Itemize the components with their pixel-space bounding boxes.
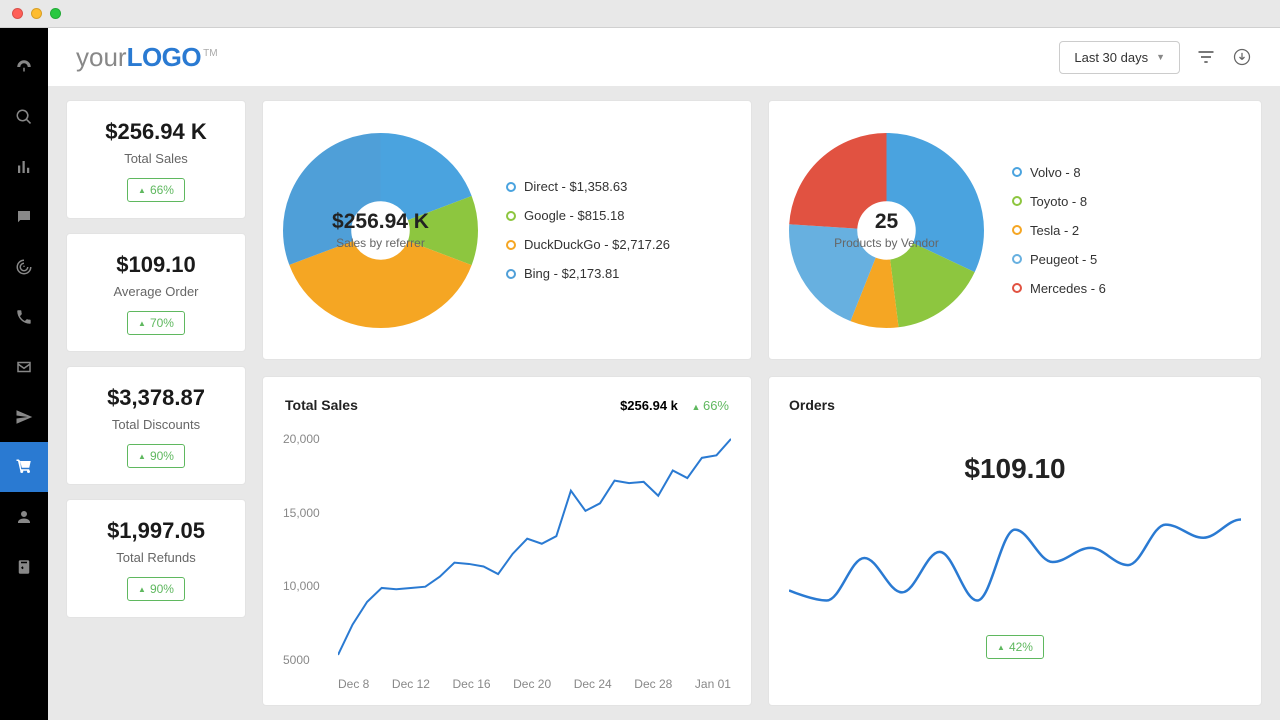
date-range-label: Last 30 days [1074,50,1148,65]
orders-title: Orders [789,397,1241,413]
sidebar-item-users[interactable] [0,492,48,542]
sidebar-item-dashboard[interactable] [0,42,48,92]
legend-item: Bing - $2,173.81 [506,266,670,281]
total-sales-chart-card: Total Sales $256.94 k 66% 20,00015,00010… [262,376,752,706]
window-titlebar [0,0,1280,28]
chevron-down-icon: ▼ [1156,52,1165,62]
sidebar [0,28,48,720]
kpi-value: $1,997.05 [77,518,235,544]
sidebar-item-mail[interactable] [0,342,48,392]
sidebar-item-analytics[interactable] [0,142,48,192]
referrer-legend: Direct - $1,358.63 Google - $815.18 DuckDu… [506,179,670,281]
kpi-card: $1,997.05 Total Refunds 90% [66,499,246,618]
sidebar-item-send[interactable] [0,392,48,442]
logo: yourLOGOTM [76,42,218,73]
vendor-legend: Volvo - 8 Toyoto - 8 Tesla - 2 Peugeot - 5 M… [1012,165,1106,296]
line-chart-xaxis: Dec 8Dec 12Dec 16Dec 20Dec 24Dec 28Jan 0… [338,677,731,691]
kpi-card: $256.94 K Total Sales 66% [66,100,246,219]
orders-change-badge: 42% [986,635,1044,659]
legend-item: Tesla - 2 [1012,223,1106,238]
sidebar-item-target[interactable] [0,242,48,292]
kpi-value: $109.10 [77,252,235,278]
kpi-column: $256.94 K Total Sales 66% $109.10 Average… [66,100,246,706]
vendor-center-label: Products by Vendor [834,236,939,250]
kpi-change-badge: 66% [127,178,185,202]
sidebar-item-calls[interactable] [0,292,48,342]
vendor-center-value: 25 [875,210,898,234]
kpi-card: $109.10 Average Order 70% [66,233,246,352]
kpi-card: $3,378.87 Total Discounts 90% [66,366,246,485]
legend-item: Google - $815.18 [506,208,670,223]
date-range-dropdown[interactable]: Last 30 days ▼ [1059,41,1180,74]
kpi-label: Total Discounts [77,417,235,432]
line-chart-title: Total Sales [285,397,358,413]
legend-item: Peugeot - 5 [1012,252,1106,267]
sidebar-item-chat[interactable] [0,192,48,242]
line-chart-yaxis: 20,00015,00010,0005000 [283,432,320,667]
legend-item: Direct - $1,358.63 [506,179,670,194]
kpi-change-badge: 90% [127,577,185,601]
kpi-label: Average Order [77,284,235,299]
kpi-label: Total Refunds [77,550,235,565]
orders-card: Orders $109.10 42% [768,376,1262,706]
download-button[interactable] [1232,47,1252,67]
sidebar-item-cart[interactable] [0,442,48,492]
legend-item: Volvo - 8 [1012,165,1106,180]
kpi-change-badge: 90% [127,444,185,468]
line-chart-change: 66% [692,398,729,413]
logo-text-b: LOGO [127,42,202,72]
kpi-change-badge: 70% [127,311,185,335]
legend-item: Mercedes - 6 [1012,281,1106,296]
maximize-window-icon[interactable] [50,8,61,19]
referrer-center-value: $256.94 K [332,210,429,234]
logo-text-a: your [76,42,127,72]
sales-by-referrer-card: $256.94 K Sales by referrer Direct - $1,… [262,100,752,360]
sidebar-item-tasks[interactable] [0,542,48,592]
referrer-center-label: Sales by referrer [336,236,425,250]
line-chart-plot [338,425,731,665]
kpi-label: Total Sales [77,151,235,166]
line-chart-value: $256.94 k [620,398,678,413]
referrer-donut-chart: $256.94 K Sales by referrer [283,133,478,328]
products-by-vendor-card: 25 Products by Vendor Volvo - 8 Toyoto - … [768,100,1262,360]
orders-sparkline [789,515,1241,605]
topbar: yourLOGOTM Last 30 days ▼ [48,28,1280,86]
vendor-donut-chart: 25 Products by Vendor [789,133,984,328]
minimize-window-icon[interactable] [31,8,42,19]
kpi-value: $256.94 K [77,119,235,145]
filter-button[interactable] [1196,47,1216,67]
kpi-value: $3,378.87 [77,385,235,411]
close-window-icon[interactable] [12,8,23,19]
sidebar-item-search[interactable] [0,92,48,142]
legend-item: DuckDuckGo - $2,717.26 [506,237,670,252]
legend-item: Toyoto - 8 [1012,194,1106,209]
orders-value: $109.10 [789,453,1241,485]
logo-tm: TM [203,48,217,59]
